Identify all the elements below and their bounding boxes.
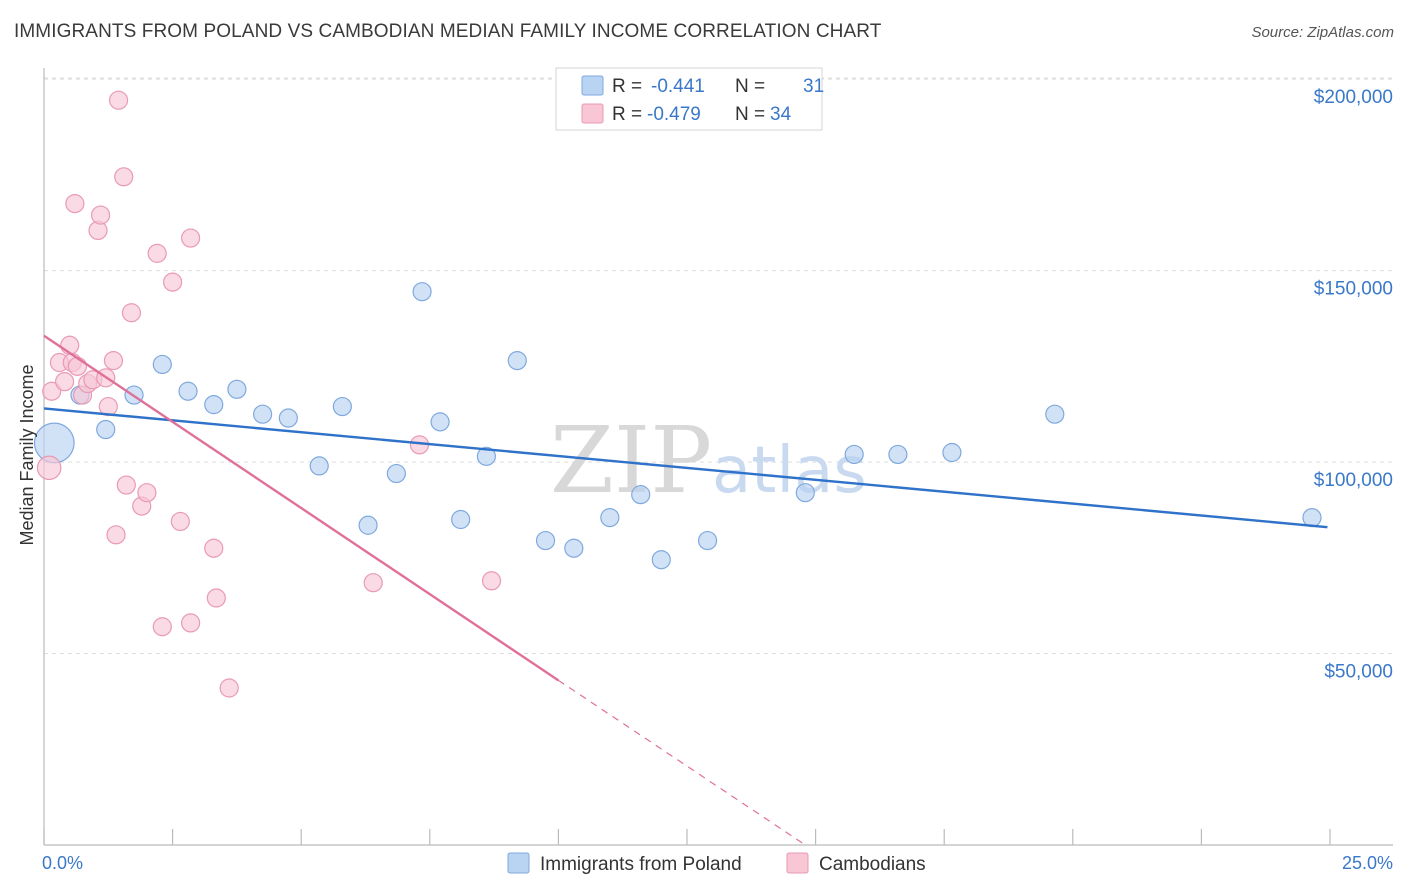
watermark: ZIP atlas [550,407,867,514]
y-tick-label: $200,000 [1314,87,1393,108]
data-point-poland [795,483,815,503]
data-point-poland [631,485,651,505]
data-point-poland [451,509,471,530]
data-point-poland [1302,507,1322,528]
data-points [33,90,1322,698]
trend-line-poland [43,407,1328,529]
stats-legend-n-label-poland: N = [735,76,765,97]
data-point-poland [278,408,298,428]
data-point-cambodians [219,678,239,698]
data-point-cambodians [181,228,201,248]
data-point-poland [227,379,247,399]
data-point-cambodians [152,617,172,637]
data-point-poland [204,395,224,415]
data-point-poland [651,550,671,570]
data-point-poland [844,444,864,465]
data-point-poland [430,412,450,432]
series-legend-swatch-cambodians [786,852,809,874]
data-point-poland [253,404,273,424]
data-point-cambodians [206,588,226,608]
trend-lines [43,334,1328,846]
data-point-cambodians [103,350,124,371]
x-tick-label-min: 0.0% [42,853,83,873]
data-point-poland [507,350,527,371]
data-point-cambodians [67,356,88,376]
data-point-poland [600,507,620,528]
data-point-poland [309,456,329,476]
x-tick-label-max: 25.0% [1342,853,1393,873]
data-point-cambodians [116,475,136,495]
data-point-poland [697,530,718,551]
data-point-cambodians [481,571,502,591]
data-point-cambodians [163,272,183,292]
y-tick-label: $100,000 [1314,470,1393,491]
data-point-cambodians [147,243,167,263]
stats-legend-r-label-poland: R = [612,76,642,97]
data-point-cambodians [137,483,157,503]
chart-title: IMMIGRANTS FROM POLAND VS CAMBODIAN MEDI… [14,21,882,42]
data-point-poland [564,538,584,558]
stats-legend-n-value-poland: 31 [803,76,824,97]
data-point-cambodians [114,167,134,187]
data-point-cambodians [363,573,383,593]
y-tick-label: $150,000 [1314,279,1393,300]
stats-legend-swatch-cambodians [581,103,604,124]
data-point-poland [386,463,406,484]
stats-legend-r-label-cambodians: R = [612,104,642,125]
series-legend-swatch-poland [507,852,530,874]
data-point-cambodians [121,303,142,323]
data-point-cambodians [90,205,111,225]
data-point-poland [1045,404,1065,424]
series-legend-label-cambodians: Cambodians [819,854,926,875]
stats-legend-swatch-poland [581,75,604,96]
data-point-poland [942,442,962,463]
data-point-cambodians [65,193,85,214]
data-point-cambodians [36,455,62,481]
data-point-poland [358,515,378,535]
data-point-poland [535,530,556,551]
data-point-poland [178,381,198,401]
data-point-cambodians [106,525,126,545]
data-point-poland [476,446,496,466]
trend-line-cambodians [43,334,560,682]
trend-line-cambodians-extension [558,679,806,846]
data-point-cambodians [108,90,129,110]
data-point-poland [332,396,352,417]
series-legend: Immigrants from Poland Cambodians [507,852,926,875]
y-tick-labels: $200,000 $150,000 $100,000 $50,000 [1314,87,1393,682]
y-tick-label: $50,000 [1324,662,1393,683]
watermark-zip: ZIP [550,407,712,514]
stats-legend-n-value-cambodians: 34 [770,104,792,125]
data-point-cambodians [42,381,62,401]
source-label: Source: ZipAtlas.com [1251,24,1394,41]
data-point-cambodians [54,372,75,392]
series-legend-label-poland: Immigrants from Poland [540,854,742,875]
stats-legend: R = -0.441 N = 31 R = -0.479 N = 34 [555,67,824,131]
data-point-cambodians [204,538,224,558]
watermark-atlas: atlas [712,434,867,508]
data-point-cambodians [170,511,190,532]
data-point-poland [96,419,116,440]
data-point-poland [152,354,172,375]
y-axis-label: Median Family Income [17,364,37,545]
stats-legend-r-value-cambodians: -0.479 [647,104,701,125]
grid-lines [44,77,1393,655]
data-point-cambodians [181,613,201,633]
data-point-poland [888,444,908,465]
data-point-poland [412,282,432,302]
stats-legend-r-value-poland: -0.441 [651,76,705,97]
stats-legend-n-label-cambodians: N = [735,104,765,125]
